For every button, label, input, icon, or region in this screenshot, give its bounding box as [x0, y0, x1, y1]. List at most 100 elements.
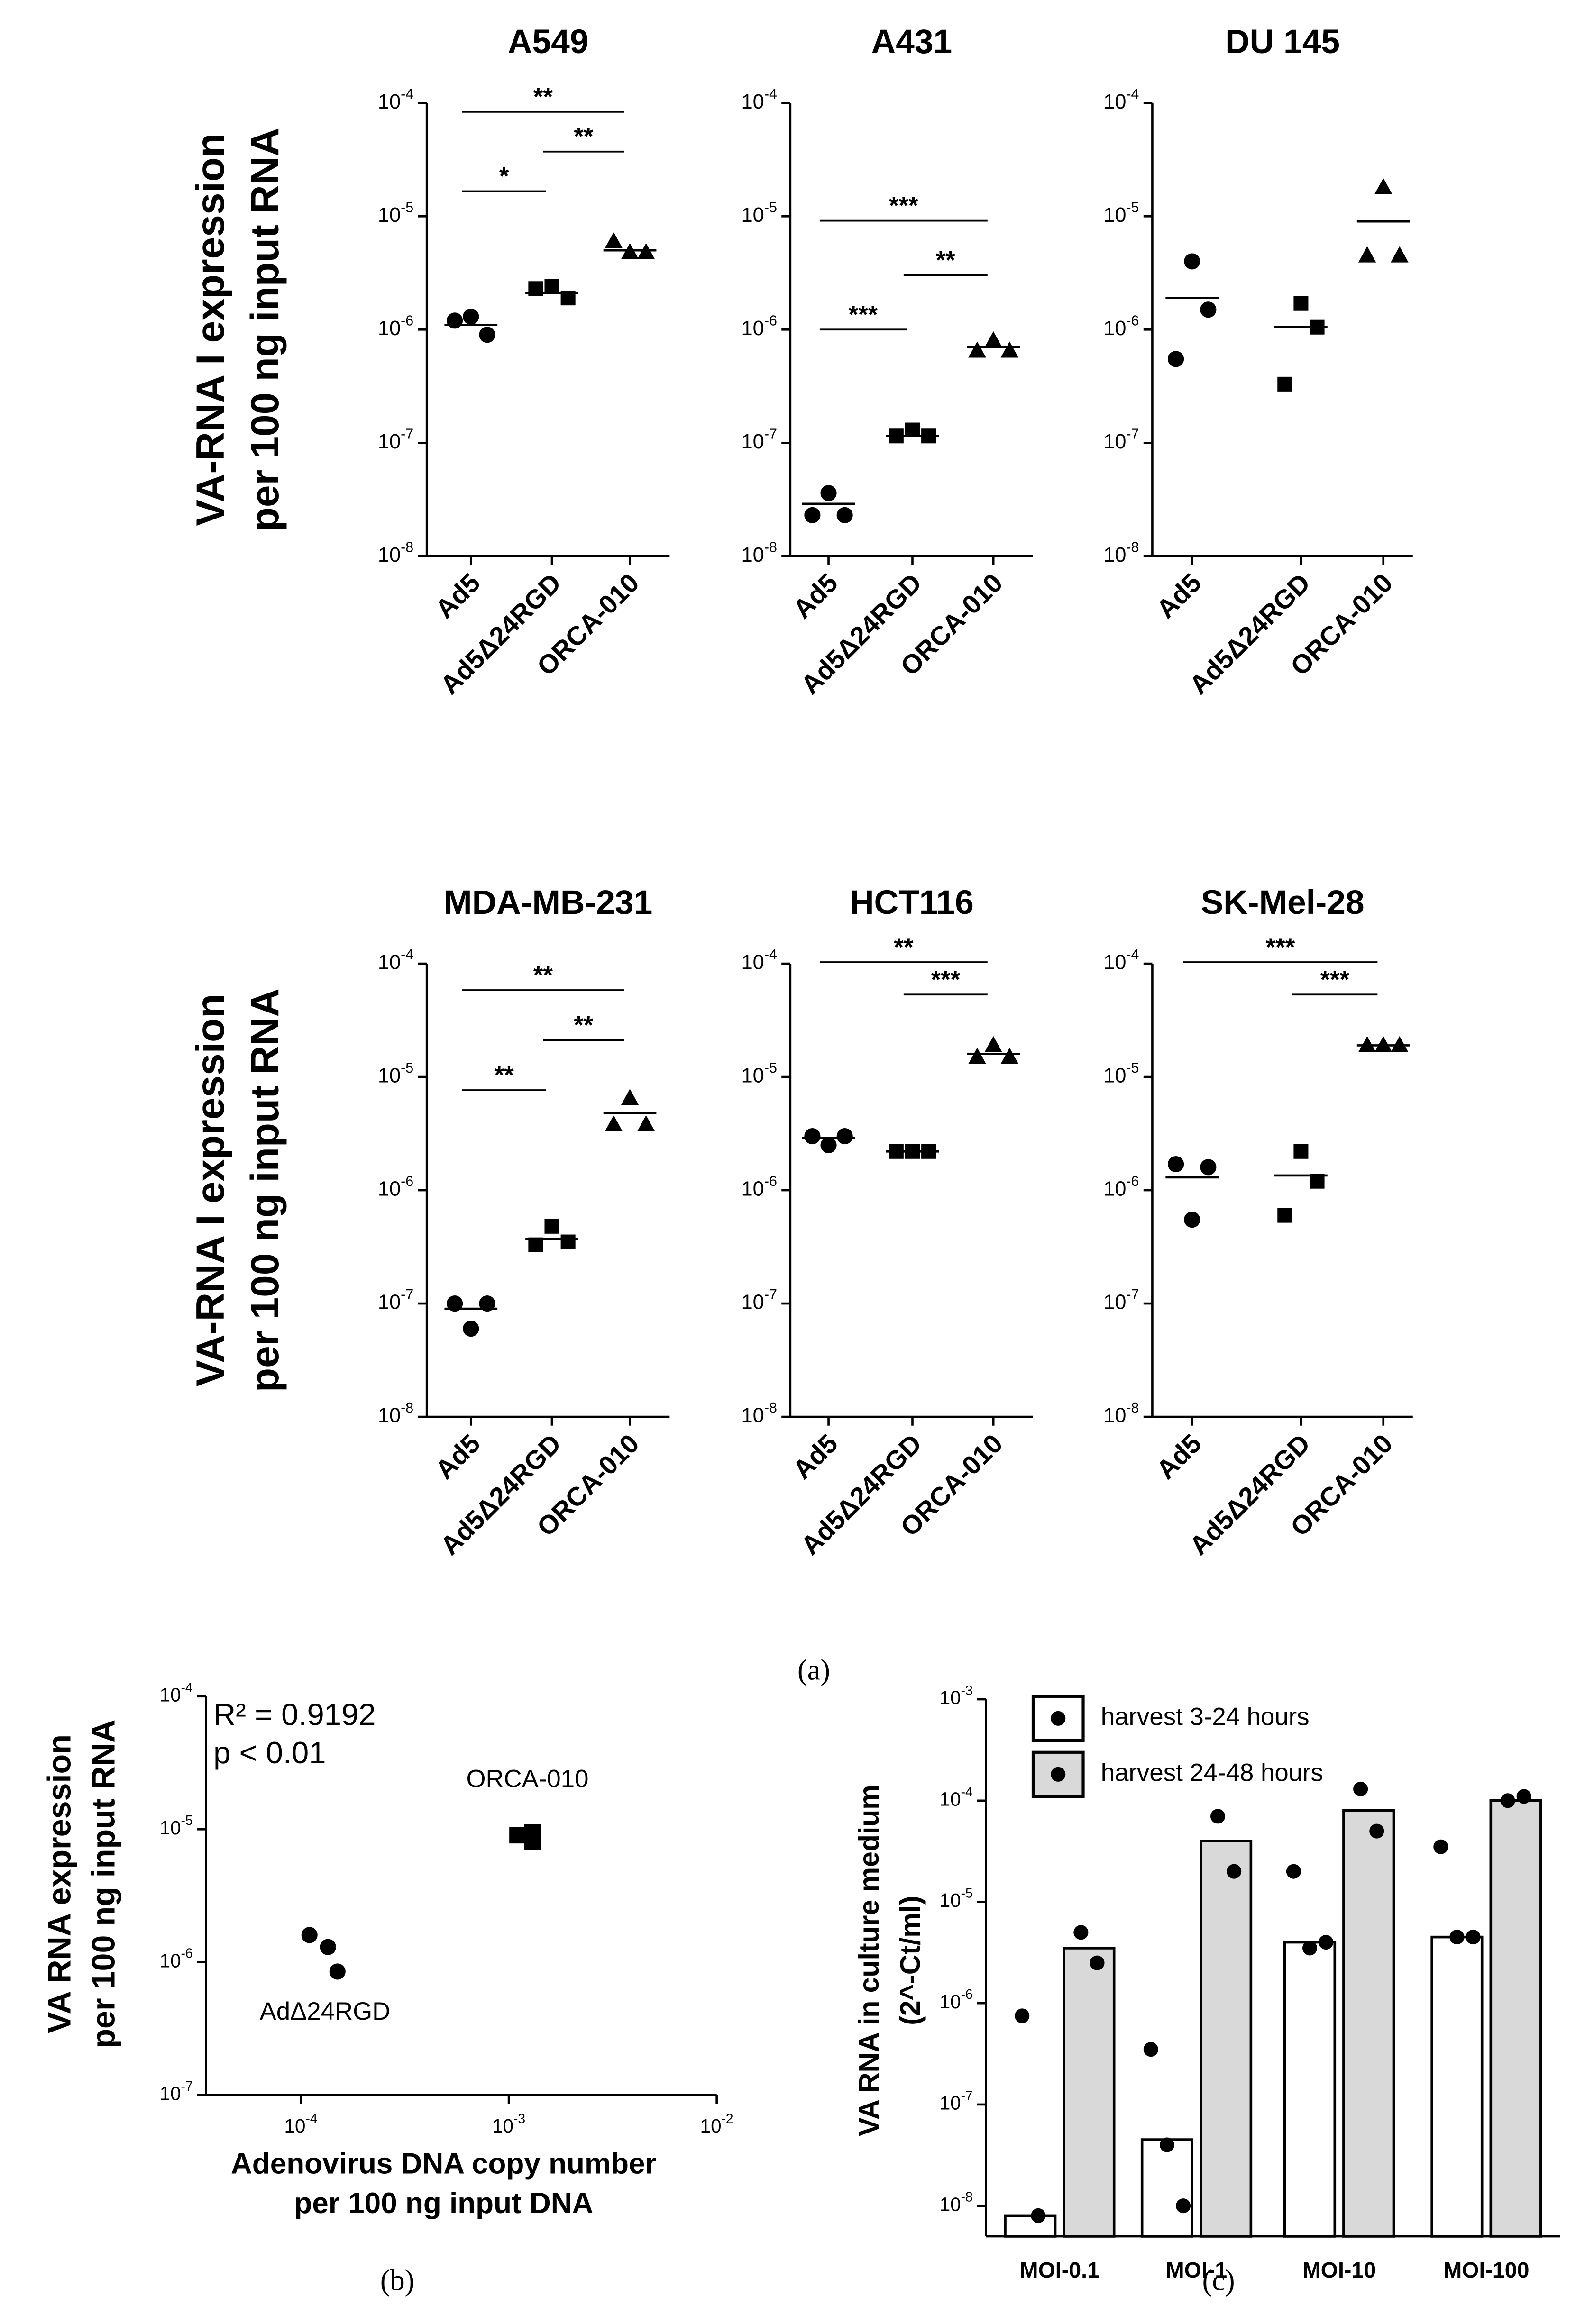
y-tick-label: 10-5	[378, 199, 413, 226]
marker-circle	[1015, 2008, 1030, 2023]
marker-triangle	[621, 1089, 639, 1105]
y-tick-label: 10-6	[742, 1173, 777, 1200]
marker-circle	[1200, 1159, 1217, 1176]
y-tick-label: 10-8	[378, 539, 413, 566]
y-tick-label: 10-6	[1103, 1173, 1139, 1200]
marker-circle	[1516, 1789, 1531, 1804]
chart-title: A431	[871, 23, 953, 61]
marker-triangle	[1000, 341, 1019, 358]
chart-title: HCT116	[850, 884, 974, 921]
marker-circle	[836, 1128, 853, 1145]
marker-square	[1277, 376, 1292, 392]
y-tick-label: 10-5	[378, 1060, 413, 1087]
significance-label: ***	[1266, 933, 1295, 961]
y-tick-label: 10-5	[1103, 1060, 1139, 1087]
marker-circle	[1176, 2198, 1191, 2214]
y-tick-label: 10-7	[378, 1286, 413, 1313]
marker-circle	[1184, 253, 1200, 270]
y-axis-label: per 100 ng input RNA	[86, 1720, 122, 2049]
marker-circle	[1302, 1941, 1318, 1956]
bar	[1200, 1840, 1253, 2238]
marker-triangle	[1000, 1048, 1019, 1064]
legend-label: harvest 24-48 hours	[1101, 1759, 1323, 1786]
chart-title: DU 145	[1225, 23, 1340, 61]
x-tick-label: 10-3	[492, 2111, 525, 2137]
legend-dot	[1051, 1767, 1066, 1782]
y-tick-label: 10-3	[940, 1683, 973, 1709]
y-tick-label: 10-8	[378, 1400, 413, 1427]
y-tick-label: 10-7	[742, 1286, 777, 1313]
y-tick-label: 10-4	[940, 1784, 973, 1810]
marker-circle	[1353, 1781, 1368, 1796]
y-tick-label: 10-6	[160, 1946, 193, 1971]
y-tick-label: 10-7	[378, 426, 413, 453]
x-tick-label: MOI-10	[1302, 2258, 1376, 2282]
marker-square	[1277, 1208, 1292, 1223]
y-tick-label: 10-5	[1103, 199, 1139, 226]
y-tick-label: 10-6	[378, 1173, 413, 1200]
y-tick-label: 10-8	[940, 2189, 973, 2215]
marker-circle	[1090, 1955, 1105, 1970]
marker-square	[509, 1827, 526, 1844]
x-tick-label: Ad5	[1150, 567, 1207, 624]
y-tick-label: 10-8	[1103, 1400, 1139, 1427]
y-tick-label: 10-5	[742, 199, 777, 226]
panel-label: (b)	[380, 2265, 414, 2297]
y-tick-label: 10-5	[160, 1813, 193, 1839]
marker-triangle	[1358, 1036, 1376, 1052]
marker-circle	[1210, 1809, 1226, 1824]
marker-circle	[463, 1321, 479, 1337]
marker-circle	[1319, 1935, 1334, 1950]
significance-label: ***	[849, 301, 878, 328]
y-axis-label: VA RNA expression	[41, 1734, 77, 2033]
marker-circle	[1168, 351, 1184, 367]
marker-square	[560, 1234, 576, 1249]
significance-label: **	[574, 1011, 594, 1039]
marker-triangle	[1358, 246, 1376, 263]
x-tick-label: MOI-0.1	[1020, 2258, 1099, 2282]
y-tick-label: 10-6	[742, 312, 777, 339]
marker-triangle	[1374, 178, 1393, 194]
marker-circle	[447, 1295, 463, 1312]
marker-circle	[1073, 1925, 1089, 1940]
marker-square	[1293, 1144, 1309, 1159]
point-label: AdΔ24RGD	[260, 1997, 391, 2025]
marker-circle	[1466, 1930, 1481, 1945]
bar	[1342, 1809, 1395, 2238]
marker-triangle	[1391, 1036, 1409, 1052]
panel-label: (c)	[1202, 2265, 1235, 2297]
marker-square	[905, 422, 920, 437]
significance-label: **	[894, 933, 914, 961]
marker-circle	[1449, 1930, 1465, 1945]
marker-square	[544, 1219, 559, 1234]
legend-dot	[1051, 1711, 1066, 1726]
marker-circle	[1500, 1793, 1515, 1808]
marker-circle	[1168, 1156, 1184, 1173]
y-tick-label: 10-4	[1103, 947, 1139, 974]
chart-title: MDA-MB-231	[444, 884, 652, 921]
x-tick-label: Ad5	[1150, 1428, 1207, 1485]
significance-label: **	[533, 83, 553, 111]
y-tick-label: 10-7	[1103, 1286, 1139, 1313]
x-tick-label: Ad5	[787, 567, 843, 624]
marker-circle	[836, 507, 853, 523]
marker-circle	[479, 327, 495, 343]
y-tick-label: 10-4	[742, 86, 777, 113]
annotation: R² = 0.9192	[213, 1697, 376, 1732]
marker-square	[544, 279, 559, 294]
bar	[1430, 1935, 1484, 2238]
legend-label: harvest 3-24 hours	[1101, 1703, 1310, 1731]
marker-circle	[329, 1963, 346, 1980]
chart-title: SK-Mel-28	[1201, 884, 1365, 921]
y-tick-label: 10-7	[1103, 426, 1139, 453]
bar	[1140, 2138, 1194, 2238]
x-tick-label: MOI-1	[1166, 2258, 1227, 2282]
bar	[1004, 2214, 1057, 2238]
significance-label: **	[533, 961, 553, 989]
marker-circle	[1286, 1864, 1301, 1879]
marker-triangle	[605, 232, 623, 248]
marker-triangle	[1374, 1036, 1393, 1052]
x-tick-label: 10-2	[700, 2111, 733, 2137]
marker-triangle	[968, 1048, 986, 1064]
